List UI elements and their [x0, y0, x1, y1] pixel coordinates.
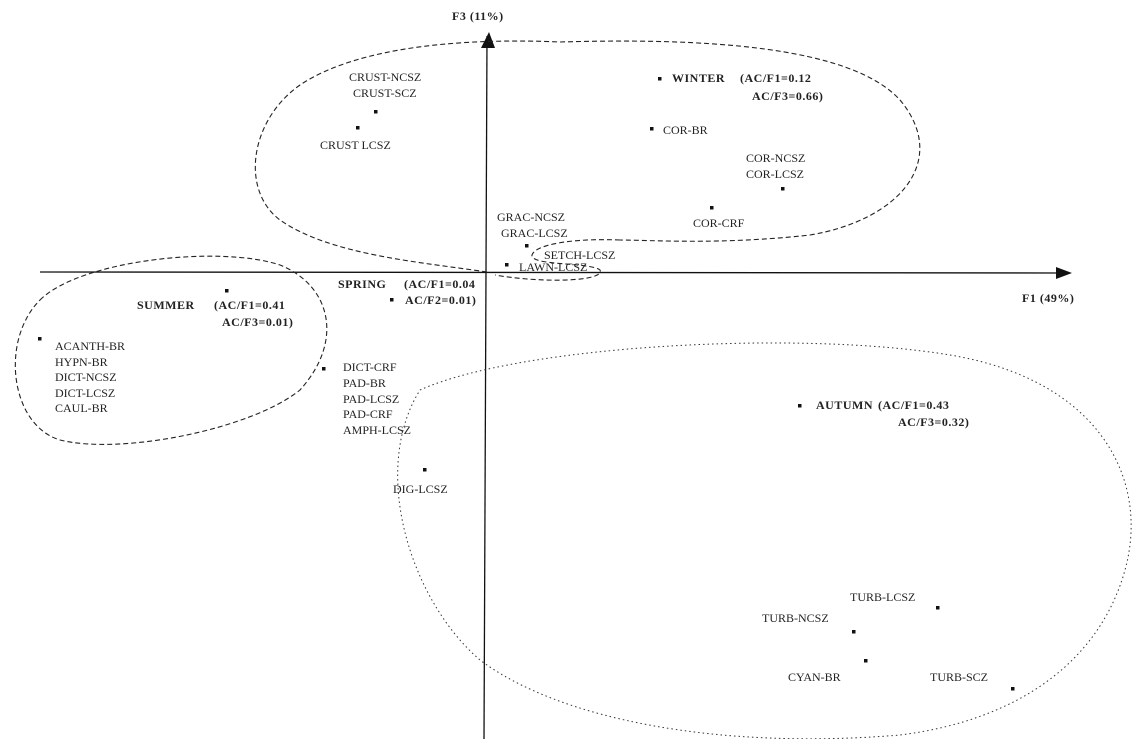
point-label: COR-CRF: [693, 216, 745, 230]
point-label: TURB-SCZ: [930, 670, 988, 684]
point-label: ACANTH-BR: [55, 339, 125, 353]
point-label: CYAN-BR: [788, 670, 841, 684]
y-arrow: [481, 32, 495, 48]
point: [38, 337, 42, 341]
point-label: TURB-LCSZ: [850, 590, 915, 604]
point-markers: [38, 77, 1015, 691]
point-label: CRUST-NCSZ: [349, 70, 421, 84]
point-label: AMPH-LCSZ: [343, 423, 411, 437]
y-axis: [483, 35, 488, 739]
x-arrow: [1056, 267, 1072, 279]
season-stat: (AC/F1=0.43: [878, 398, 949, 412]
point: [710, 206, 714, 210]
season-stat: (AC/F1=0.12: [740, 71, 811, 85]
point-label: PAD-CRF: [343, 407, 393, 421]
season-stat: AC/F3=0.32): [898, 415, 969, 429]
point: [658, 77, 662, 81]
season-stat: AC/F2=0.01): [405, 293, 476, 307]
season-stat: (AC/F1=0.04: [404, 277, 475, 291]
point-label: COR-NCSZ: [746, 151, 805, 165]
point-label: TURB-NCSZ: [762, 611, 829, 625]
season-name: SPRING: [338, 277, 386, 291]
point-label: DICT-NCSZ: [55, 370, 117, 384]
point: [374, 110, 378, 114]
envelope-autumn: [397, 342, 1132, 739]
envelope-summer: [14, 255, 328, 445]
x-label: F1 (49%): [1022, 291, 1074, 305]
point-label: DIG-LCSZ: [393, 482, 448, 496]
point-label: GRAC-NCSZ: [497, 210, 565, 224]
point: [505, 263, 509, 267]
point: [423, 468, 427, 472]
point: [781, 187, 785, 191]
point-label: PAD-LCSZ: [343, 392, 399, 406]
point-label: CAUL-BR: [55, 401, 108, 415]
point-label: DICT-CRF: [343, 360, 397, 374]
point: [936, 606, 940, 610]
point: [852, 630, 856, 634]
point-label: GRAC-LCSZ: [501, 226, 568, 240]
season-name: WINTER: [672, 71, 725, 85]
envelope-winter: [254, 40, 921, 273]
point-label: COR-LCSZ: [746, 167, 804, 181]
point: [356, 126, 360, 130]
point-label: PAD-BR: [343, 376, 386, 390]
season-stat: AC/F3=0.01): [222, 315, 293, 329]
point: [1011, 687, 1015, 691]
point-label: COR-BR: [663, 123, 708, 137]
point-label: DICT-LCSZ: [55, 386, 115, 400]
season-name: SUMMER: [137, 298, 195, 312]
point-label: LAWN-LCSZ: [519, 260, 587, 274]
point: [798, 404, 802, 408]
season-stat: AC/F3=0.66): [752, 89, 823, 103]
point-label: CRUST LCSZ: [320, 138, 391, 152]
point: [525, 244, 529, 248]
point-label: SETCH-LCSZ: [544, 248, 615, 262]
point: [864, 659, 868, 663]
envelope-spring: [494, 239, 621, 281]
season-name: AUTUMN: [816, 398, 873, 412]
point: [225, 289, 229, 293]
point-label: HYPN-BR: [55, 355, 108, 369]
point-label: CRUST-SCZ: [353, 86, 417, 100]
point: [322, 367, 326, 371]
season-stat: (AC/F1=0.41: [214, 298, 285, 312]
point: [650, 127, 654, 131]
y-label: F3 (11%): [452, 9, 504, 23]
x-axis: [39, 271, 1063, 274]
point: [390, 298, 394, 302]
